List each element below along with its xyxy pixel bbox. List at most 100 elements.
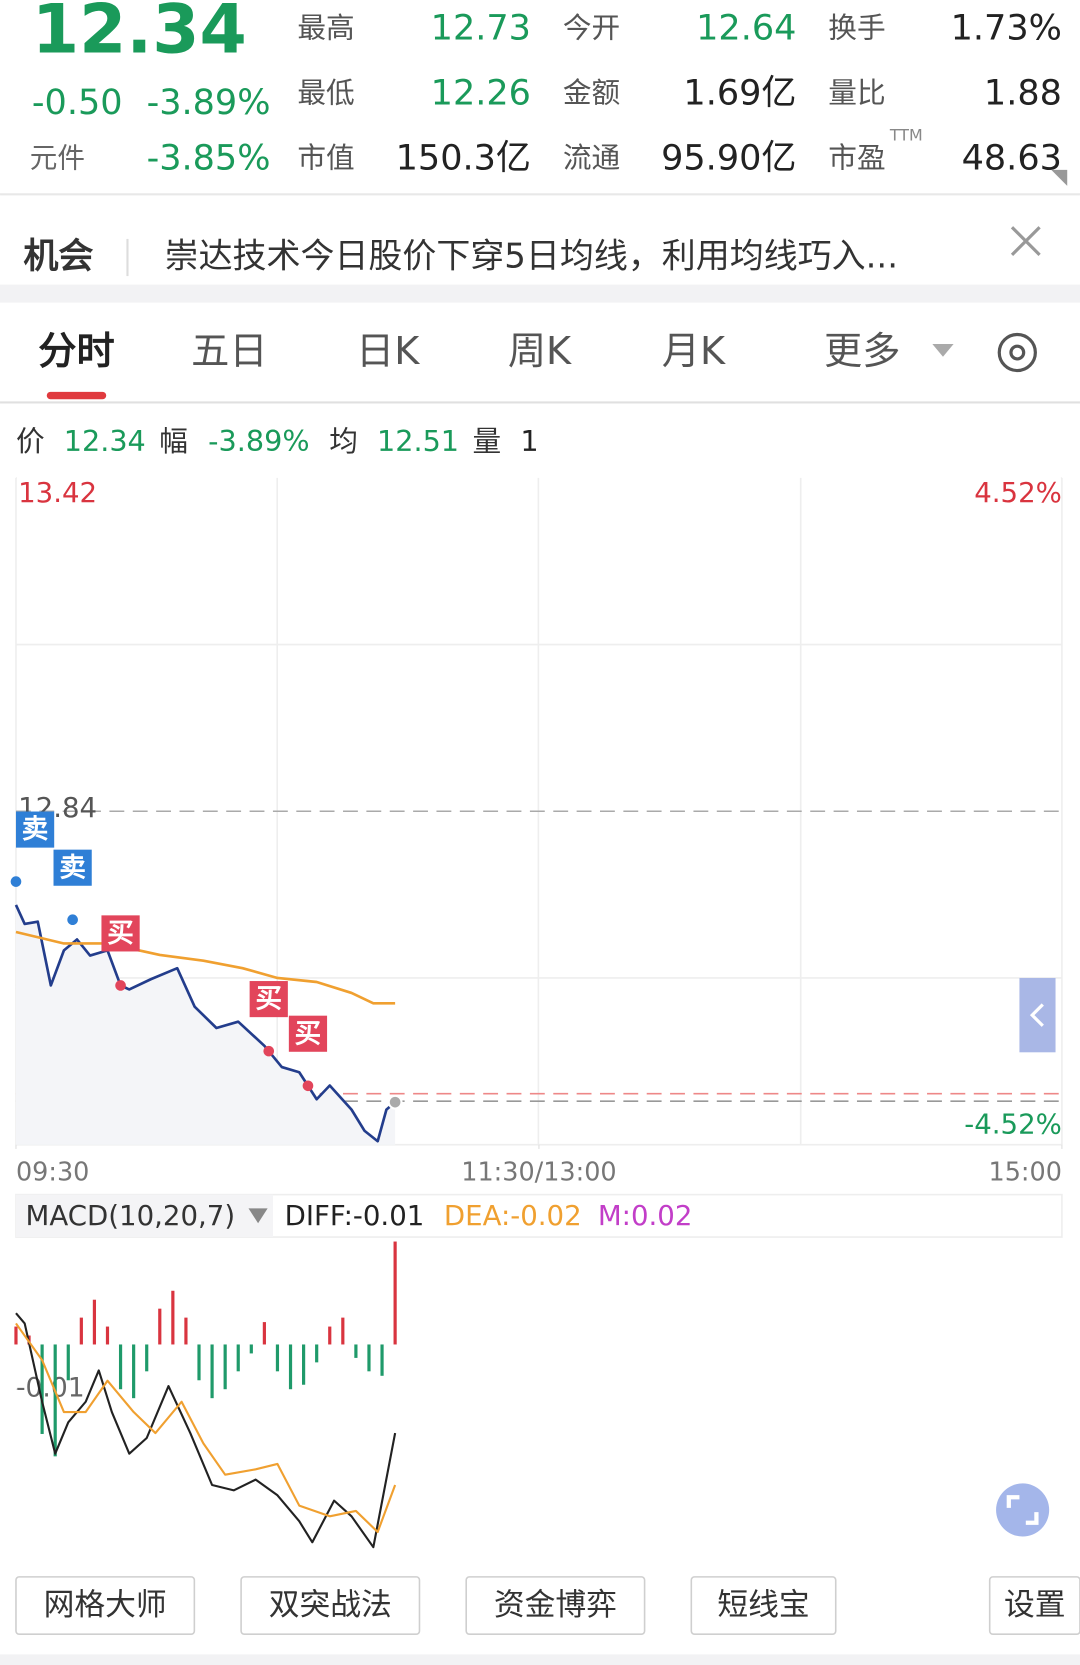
tab[interactable]: 五日: [191, 330, 267, 374]
sector: 元件: [30, 141, 85, 174]
legend-entry: M:0.02: [598, 1199, 693, 1232]
field-label: 市盈: [828, 140, 885, 174]
spacer: [0, 1654, 1080, 1665]
macd-bar: [236, 1344, 240, 1372]
spacer: [0, 284, 1080, 303]
macd-bar: [132, 1344, 136, 1399]
macd-line: [15, 1312, 397, 1549]
signal-box: [15, 811, 55, 848]
button-label[interactable]: 双突战法: [269, 1587, 392, 1623]
fullscreen-icon[interactable]: [1006, 1495, 1039, 1525]
collapse-bg[interactable]: [1019, 977, 1056, 1053]
y2-tick-label: -4.52%: [964, 1108, 1062, 1141]
tab[interactable]: 分时: [38, 330, 114, 374]
legend-entry: DEA:-0.02: [444, 1199, 582, 1232]
y2-tick-label: 4.52%: [974, 476, 1062, 509]
macd-bar: [341, 1317, 345, 1345]
field-label: 最低: [297, 76, 354, 110]
macd-title[interactable]: MACD(10,20,7): [26, 1199, 236, 1232]
collapse-tab[interactable]: [1019, 977, 1056, 1053]
field-label: 流通: [563, 140, 620, 174]
field-value: 12.73: [431, 8, 531, 49]
field-value: 48.63: [962, 137, 1062, 178]
macd-bar: [197, 1344, 201, 1381]
macd-bar: [288, 1344, 293, 1390]
settings-icon[interactable]: [997, 332, 1037, 373]
macd-bar: [210, 1344, 214, 1399]
macd-bar: [118, 1344, 123, 1390]
button-label[interactable]: 资金博弈: [494, 1587, 617, 1623]
average-line: [15, 930, 396, 1005]
macd-bar: [249, 1344, 253, 1354]
signal-dot: [67, 914, 78, 926]
macd-bar: [92, 1299, 97, 1345]
info-value: 12.51: [377, 424, 459, 458]
signal-dot: [10, 876, 22, 887]
field-label: 市值: [297, 140, 354, 174]
macd-bar: [66, 1344, 70, 1381]
info-label: 价: [16, 424, 45, 458]
dropdown-icon[interactable]: [932, 344, 954, 357]
button-bg[interactable]: [240, 1576, 421, 1636]
macd-bar: [145, 1344, 149, 1372]
info-label: 量: [473, 424, 502, 458]
field-label: 最高: [297, 11, 354, 45]
signal-dot: [302, 1080, 314, 1092]
field-value: 12.64: [696, 8, 796, 49]
tab[interactable]: 更多: [824, 330, 900, 374]
gear-hub[interactable]: [1009, 344, 1026, 361]
macd-bar: [79, 1317, 83, 1345]
macd-bar: [315, 1344, 319, 1363]
fullscreen-bg[interactable]: [996, 1483, 1050, 1537]
button-label[interactable]: 设置: [1004, 1587, 1066, 1623]
legend-entry: DIFF:-0.01: [285, 1199, 425, 1232]
tab[interactable]: 月K: [662, 330, 726, 374]
banner-text[interactable]: 崇达技术今日股价下穿5日均线，利用均线巧入...: [165, 237, 898, 277]
button-bg[interactable]: [15, 1576, 196, 1636]
macd-bar: [40, 1344, 44, 1434]
field-value: 1.69亿: [683, 73, 796, 114]
button-label[interactable]: 短线宝: [717, 1587, 809, 1623]
field-label: 金额: [563, 76, 620, 110]
macd-bar: [223, 1344, 227, 1390]
macd-bar: [105, 1326, 110, 1345]
fullscreen-button[interactable]: [996, 1483, 1050, 1537]
field-value: 1.73%: [951, 8, 1062, 49]
price-line: [14, 904, 396, 1143]
signal-label: 卖: [59, 852, 86, 883]
dropdown-icon[interactable]: [248, 1208, 268, 1224]
field-value: 1.88: [984, 73, 1062, 114]
field-label: 今开: [563, 11, 620, 45]
signal-label: 买: [107, 918, 134, 949]
macd-bar: [53, 1344, 57, 1457]
macd-bar: [367, 1344, 371, 1372]
signal-dot: [115, 980, 126, 991]
info-value: 12.34: [64, 424, 146, 458]
macd-bar: [275, 1344, 280, 1372]
macd-bar: [171, 1290, 175, 1345]
button-bg[interactable]: [690, 1576, 837, 1636]
close-icon[interactable]: [1010, 226, 1041, 256]
info-label: 幅: [159, 424, 188, 458]
signal-dot: [263, 1045, 275, 1057]
collapse-arrow[interactable]: [1029, 1003, 1044, 1027]
change-pct: -3.89%: [147, 82, 271, 123]
info-value: 1: [520, 424, 538, 458]
info-label: 均: [329, 424, 358, 458]
button-bg[interactable]: [465, 1576, 646, 1636]
tab[interactable]: 周K: [508, 330, 572, 374]
macd-selector[interactable]: [15, 1194, 273, 1238]
macd-bar: [184, 1317, 188, 1345]
tab-indicator: [46, 391, 107, 400]
macd-bar: [262, 1322, 266, 1345]
info-value: -3.89%: [208, 424, 309, 458]
tab[interactable]: 日K: [356, 330, 420, 374]
y-tick-label: 13.42: [18, 476, 97, 509]
signal-label: 买: [255, 984, 282, 1015]
button-label[interactable]: 网格大师: [44, 1587, 167, 1623]
gear[interactable]: [997, 332, 1037, 373]
field-label: 量比: [828, 76, 885, 110]
sector-pct: -3.85%: [147, 137, 271, 178]
x-tick-label: 11:30/13:00: [461, 1157, 616, 1187]
